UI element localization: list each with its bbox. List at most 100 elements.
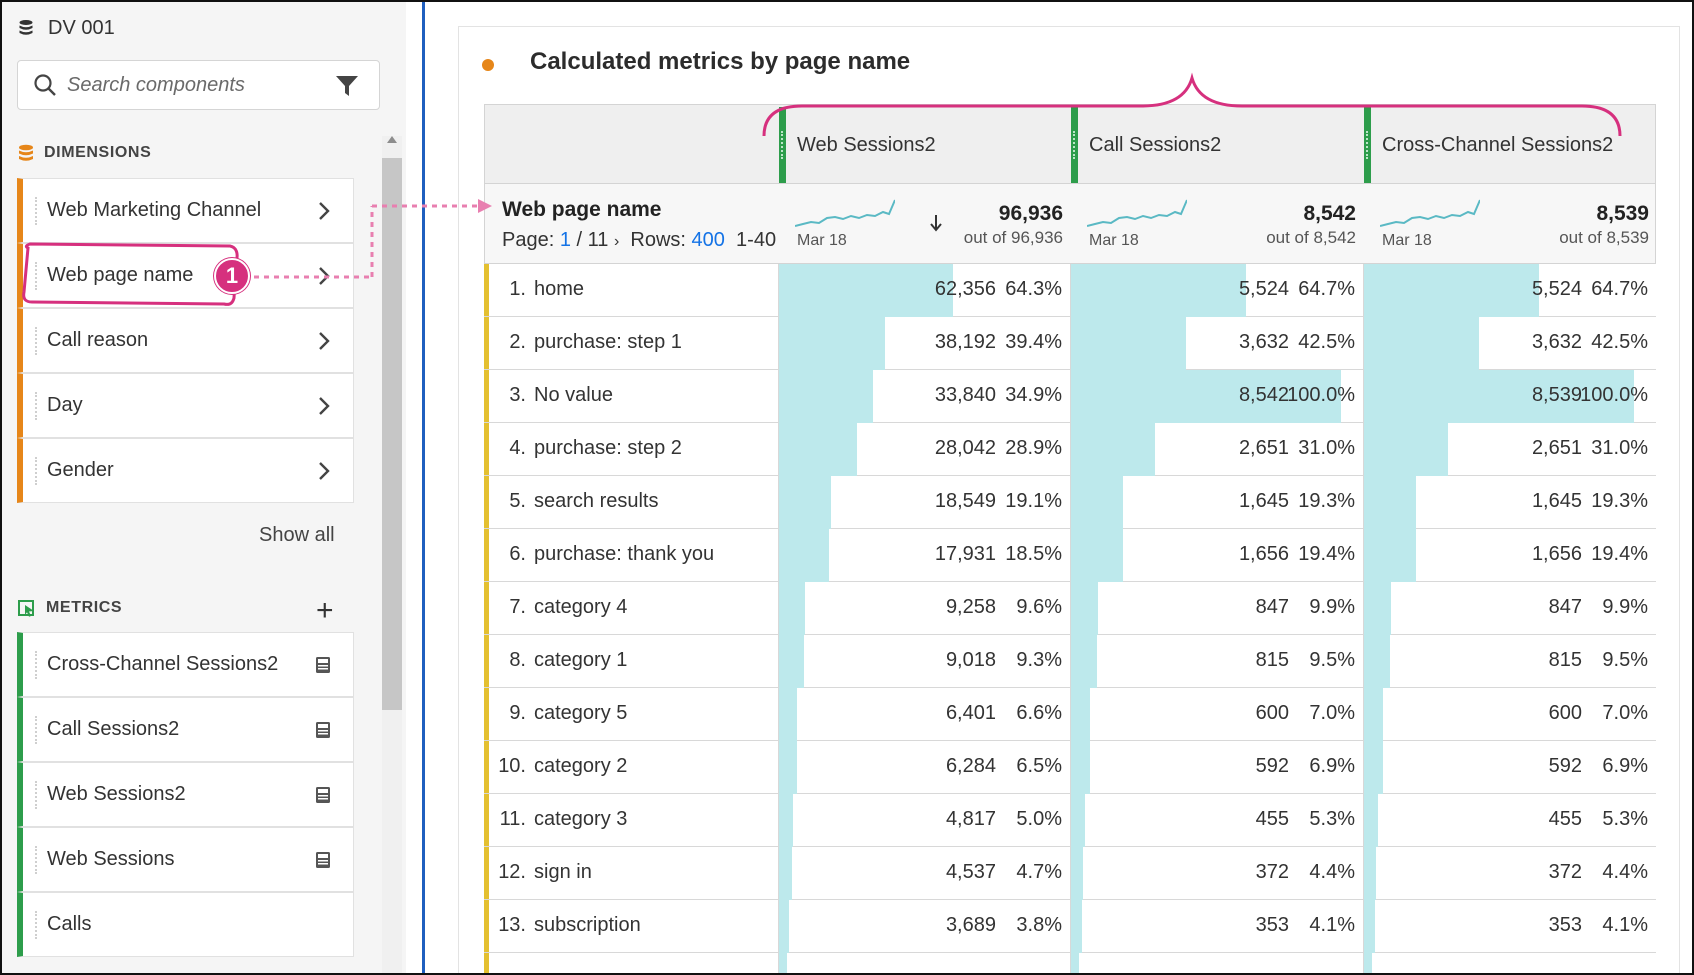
- panel-title[interactable]: Calculated metrics by page name: [530, 48, 911, 75]
- metric-cell[interactable]: 847 9.9%: [1363, 582, 1656, 635]
- metric-cell[interactable]: 3,632 42.5%: [1070, 317, 1363, 370]
- scroll-up-icon[interactable]: [387, 136, 397, 143]
- dimension-header[interactable]: Web page name: [502, 198, 662, 221]
- table-row[interactable]: 7. category 4 9,258 9.6% 847 9.9% 847 9.9%: [484, 582, 1656, 635]
- metric-cell[interactable]: 9,258 9.6%: [778, 582, 1070, 635]
- metric-cell[interactable]: 1,656 19.4%: [1363, 529, 1656, 582]
- column-header[interactable]: Cross-Channel Sessions2: [1364, 105, 1657, 185]
- metric-cell[interactable]: 17,931 18.5%: [778, 529, 1070, 582]
- metric-cell[interactable]: 6,401 6.6%: [778, 688, 1070, 741]
- metric-cell[interactable]: 2,651 31.0%: [1070, 423, 1363, 476]
- scrollbar-thumb[interactable]: [382, 158, 402, 710]
- row-label[interactable]: 4. purchase: step 2: [492, 437, 682, 460]
- metric-cell[interactable]: 600 7.0%: [1070, 688, 1363, 741]
- dimension-item[interactable]: Day: [17, 373, 354, 438]
- sort-descending-icon[interactable]: [929, 214, 943, 232]
- metric-item[interactable]: Call Sessions2: [17, 697, 354, 762]
- row-label[interactable]: 8. category 1: [492, 649, 627, 672]
- dataset-selector[interactable]: DV 001: [18, 14, 115, 42]
- table-row[interactable]: 3. No value 33,840 34.9% 8,542 100.0% 8,539 100…: [484, 370, 1656, 423]
- row-label[interactable]: 11. category 3: [492, 808, 628, 831]
- show-all-link[interactable]: Show all: [259, 524, 335, 546]
- metric-cell[interactable]: 372 4.4%: [1363, 847, 1656, 900]
- drag-handle-icon[interactable]: [1364, 107, 1371, 183]
- metric-item[interactable]: Cross-Channel Sessions2: [17, 632, 354, 697]
- metric-item[interactable]: Calls: [17, 892, 354, 957]
- metric-item[interactable]: Web Sessions2: [17, 762, 354, 827]
- table-row[interactable]: 11. category 3 4,817 5.0% 455 5.3% 455 5.3%: [484, 794, 1656, 847]
- table-row[interactable]: 13. subscription 3,689 3.8% 353 4.1% 353 4.1%: [484, 900, 1656, 953]
- row-label[interactable]: 2. purchase: step 1: [492, 331, 682, 354]
- metric-cell[interactable]: 3,632 42.5%: [1363, 317, 1656, 370]
- metric-cell[interactable]: 592 6.9%: [1070, 741, 1363, 794]
- dimension-item-web-page-name[interactable]: Web page name: [17, 243, 354, 308]
- row-label[interactable]: 10. category 2: [492, 755, 627, 778]
- metric-cell[interactable]: [778, 953, 1070, 973]
- metric-cell[interactable]: 4,537 4.7%: [778, 847, 1070, 900]
- table-row[interactable]: 5. search results 18,549 19.1% 1,645 19.3% 1,6…: [484, 476, 1656, 529]
- metric-cell[interactable]: 3,689 3.8%: [778, 900, 1070, 953]
- metric-cell[interactable]: 847 9.9%: [1070, 582, 1363, 635]
- dimension-item[interactable]: Gender: [17, 438, 354, 503]
- table-row[interactable]: 6. purchase: thank you 17,931 18.5% 1,656 19.…: [484, 529, 1656, 582]
- metric-cell[interactable]: 18,549 19.1%: [778, 476, 1070, 529]
- metric-cell[interactable]: 1,645 19.3%: [1363, 476, 1656, 529]
- page-current[interactable]: 1: [559, 229, 571, 251]
- column-header[interactable]: Call Sessions2: [1071, 105, 1364, 185]
- metric-cell[interactable]: 5,524 64.7%: [1363, 264, 1656, 317]
- metric-cell[interactable]: 6,284 6.5%: [778, 741, 1070, 794]
- metric-cell[interactable]: 592 6.9%: [1363, 741, 1656, 794]
- metric-cell[interactable]: 8,539 100.0%: [1363, 370, 1656, 423]
- metric-cell[interactable]: 372 4.4%: [1070, 847, 1363, 900]
- table-row[interactable]: 8. category 1 9,018 9.3% 815 9.5% 815 9.5%: [484, 635, 1656, 688]
- dimension-item[interactable]: Web Marketing Channel: [17, 178, 354, 243]
- metric-cell[interactable]: 4,817 5.0%: [778, 794, 1070, 847]
- metric-cell[interactable]: 28,042 28.9%: [778, 423, 1070, 476]
- rows-selector[interactable]: 400: [691, 229, 725, 251]
- metric-cell[interactable]: 455 5.3%: [1363, 794, 1656, 847]
- row-label[interactable]: 5. search results: [492, 490, 658, 513]
- metric-cell[interactable]: 33,840 34.9%: [778, 370, 1070, 423]
- table-row[interactable]: 1. home 62,356 64.3% 5,524 64.7% 5,524 64.7%: [484, 264, 1656, 317]
- row-label[interactable]: 6. purchase: thank you: [492, 543, 714, 566]
- metric-cell[interactable]: 62,356 64.3%: [778, 264, 1070, 317]
- add-metric-icon[interactable]: +: [316, 594, 334, 627]
- row-label[interactable]: [492, 967, 534, 973]
- search-components[interactable]: [17, 60, 380, 110]
- dimension-item[interactable]: Call reason: [17, 308, 354, 373]
- table-row[interactable]: 9. category 5 6,401 6.6% 600 7.0% 600 7.0%: [484, 688, 1656, 741]
- metric-cell[interactable]: 353 4.1%: [1363, 900, 1656, 953]
- metric-cell[interactable]: 5,524 64.7%: [1070, 264, 1363, 317]
- table-row[interactable]: 10. category 2 6,284 6.5% 592 6.9% 592 6.9%: [484, 741, 1656, 794]
- row-label[interactable]: 7. category 4: [492, 596, 627, 619]
- drag-handle-icon[interactable]: [779, 107, 786, 183]
- filter-icon[interactable]: [335, 74, 359, 98]
- metric-cell[interactable]: 8,542 100.0%: [1070, 370, 1363, 423]
- row-label[interactable]: 9. category 5: [492, 702, 627, 725]
- metric-cell[interactable]: 1,645 19.3%: [1070, 476, 1363, 529]
- table-row[interactable]: 2. purchase: step 1 38,192 39.4% 3,632 42.5% 3…: [484, 317, 1656, 370]
- drag-handle-icon[interactable]: [1071, 107, 1078, 183]
- table-row[interactable]: 4. purchase: step 2 28,042 28.9% 2,651 31.0% 2…: [484, 423, 1656, 476]
- table-row[interactable]: 12. sign in 4,537 4.7% 372 4.4% 372 4.4%: [484, 847, 1656, 900]
- row-label[interactable]: 12. sign in: [492, 861, 592, 884]
- row-label[interactable]: 1. home: [492, 278, 584, 301]
- metric-cell[interactable]: 1,656 19.4%: [1070, 529, 1363, 582]
- metric-cell[interactable]: 9,018 9.3%: [778, 635, 1070, 688]
- metric-item[interactable]: Web Sessions: [17, 827, 354, 892]
- panel-divider[interactable]: [422, 2, 425, 973]
- metric-cell[interactable]: 2,651 31.0%: [1363, 423, 1656, 476]
- metric-cell[interactable]: 600 7.0%: [1363, 688, 1656, 741]
- metric-cell[interactable]: 455 5.3%: [1070, 794, 1363, 847]
- search-input[interactable]: [67, 73, 317, 97]
- row-label[interactable]: 13. subscription: [492, 914, 641, 937]
- row-label[interactable]: 3. No value: [492, 384, 613, 407]
- metric-cell[interactable]: 815 9.5%: [1070, 635, 1363, 688]
- metric-cell[interactable]: 353 4.1%: [1070, 900, 1363, 953]
- table-row[interactable]: [484, 953, 1656, 973]
- metric-cell[interactable]: 815 9.5%: [1363, 635, 1656, 688]
- metric-cell[interactable]: 38,192 39.4%: [778, 317, 1070, 370]
- metric-cell[interactable]: [1363, 953, 1656, 973]
- column-header[interactable]: Web Sessions2: [779, 105, 1071, 185]
- chevron-right-icon[interactable]: ›: [613, 233, 620, 250]
